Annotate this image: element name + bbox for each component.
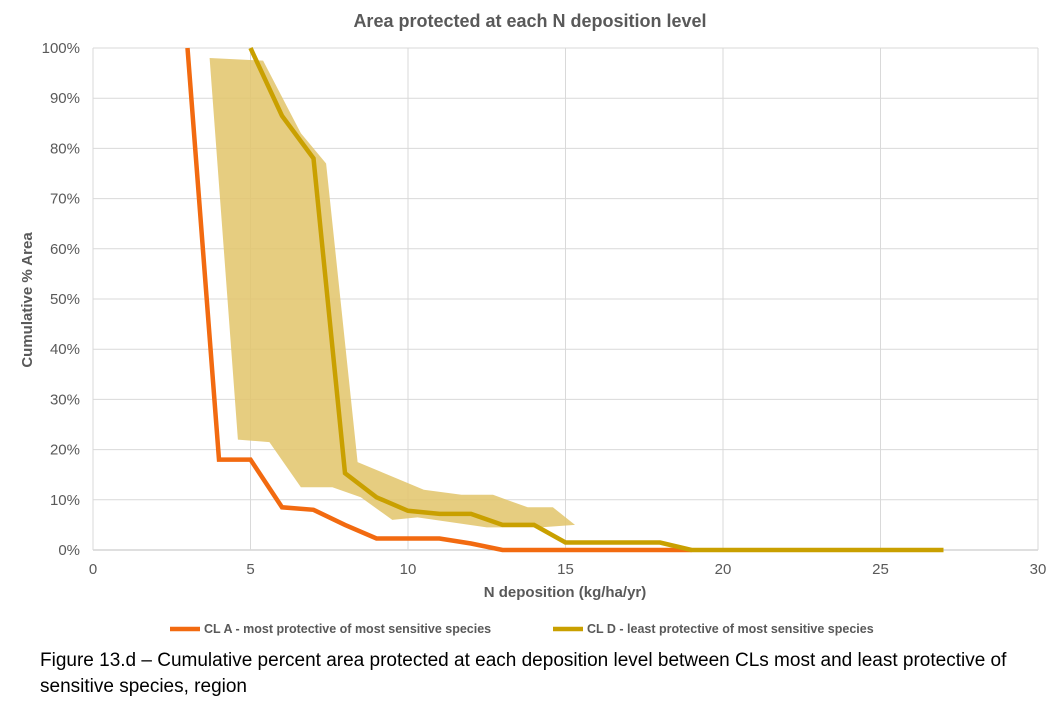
y-tick-label: 0% [58,542,80,559]
figure-caption: Figure 13.d – Cumulative percent area pr… [40,650,1007,697]
range-band [209,58,575,528]
y-tick-label: 70% [50,191,80,208]
y-tick-label: 20% [50,442,80,459]
y-tick-label: 40% [50,341,80,358]
y-tick-label: 90% [50,90,80,107]
legend: CL A - most protective of most sensitive… [170,622,874,636]
y-tick-label: 80% [50,140,80,157]
y-tick-label: 10% [50,492,80,509]
x-tick-label: 20 [715,561,732,578]
y-tick-label: 50% [50,291,80,308]
x-tick-label: 0 [89,561,97,578]
x-tick-labels: 0 5 10 15 20 25 30 [89,561,1047,578]
x-tick-label: 5 [246,561,254,578]
x-tick-label: 15 [557,561,574,578]
x-tick-label: 10 [400,561,417,578]
y-tick-label: 60% [50,241,80,258]
x-axis-label: N deposition (kg/ha/yr) [484,584,647,601]
chart-title: Area protected at each N deposition leve… [353,11,706,31]
x-tick-label: 25 [872,561,889,578]
y-tick-labels: 0% 10% 20% 30% 40% 50% 60% 70% 80% 90% 100% [42,40,80,559]
x-tick-label: 30 [1030,561,1047,578]
y-tick-label: 30% [50,391,80,408]
series-line-cl-a [185,47,692,553]
y-axis-label: Cumulative % Area [19,232,36,368]
legend-label-cl-a: CL A - most protective of most sensitive… [204,622,491,636]
series-line-cl-d [248,47,944,553]
chart: Area protected at each N deposition leve… [19,11,1047,636]
y-tick-label: 100% [42,40,80,57]
legend-label-cl-d: CL D - least protective of most sensitiv… [587,622,874,636]
